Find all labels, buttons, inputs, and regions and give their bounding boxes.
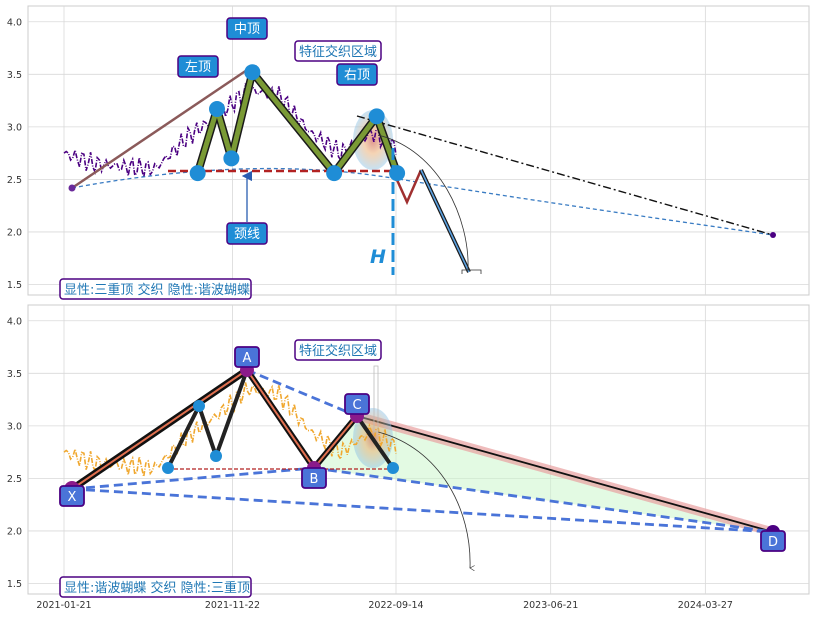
label-box-left-top: 左顶	[177, 55, 219, 78]
top-pivot-point	[189, 165, 206, 182]
top-pivot-point	[326, 165, 343, 182]
bottom-pointer	[373, 365, 379, 433]
bottom-panel: 1.52.02.53.03.54.0 2021-01-21 2021-11-22 2…	[7, 304, 810, 611]
bottom-price-series	[63, 382, 397, 477]
top-start-line	[71, 68, 248, 190]
bottom-xd-dashed	[71, 487, 774, 534]
y-tick-label: 2.5	[7, 175, 22, 186]
top-height-label: H	[370, 246, 386, 268]
y-tick-label: 3.5	[7, 369, 22, 380]
bottom-bc-line	[313, 415, 358, 469]
bottom-xa-line	[71, 369, 248, 490]
bottom-ab-line	[246, 369, 315, 469]
x-tick-label: 2021-11-22	[205, 600, 260, 611]
bottom-pivot-1	[162, 462, 174, 474]
label-point-x: X	[59, 485, 85, 507]
y-tick-label: 4.0	[7, 17, 22, 28]
svg-text:颈线: 颈线	[234, 227, 260, 242]
label-point-b: B	[301, 467, 327, 489]
top-thin-arrow	[377, 134, 469, 271]
bottom-pivot-2	[193, 400, 205, 412]
x-tick-label: 2023-06-21	[523, 600, 578, 611]
y-tick-label: 3.5	[7, 70, 22, 81]
y-tick-label: 3.0	[7, 122, 22, 133]
bottom-hidden-right-leg	[355, 414, 395, 470]
top-y-ticks: 1.5 2.0 2.5 3.0 3.5 4.0	[7, 17, 22, 291]
y-tick-label: 1.5	[7, 579, 22, 590]
top-pivot-point	[389, 165, 406, 182]
top-panel: 1.52.02.53.03.54.0 H 中	[7, 5, 810, 300]
label-box-neckline: 颈线	[226, 222, 268, 245]
y-tick-label: 3.0	[7, 421, 22, 432]
svg-text:特征交织区域: 特征交织区域	[299, 44, 377, 60]
bottom-xb-dashed	[71, 466, 315, 491]
bottom-bd-dashed	[313, 466, 774, 534]
top-pivot-points	[189, 64, 406, 182]
bottom-cd-line	[356, 415, 774, 533]
x-tick-label: 2024-03-27	[678, 600, 733, 611]
label-point-d: D	[760, 530, 786, 552]
top-end-point	[770, 232, 776, 238]
top-start-point	[68, 184, 76, 192]
y-tick-label: 2.0	[7, 227, 22, 238]
svg-text:特征交织区域: 特征交织区域	[299, 343, 377, 359]
label-box-middle-top: 中顶	[226, 17, 268, 40]
y-tick-label: 2.5	[7, 474, 22, 485]
x-tick-label: 2021-01-21	[36, 600, 91, 611]
svg-text:中顶: 中顶	[234, 22, 260, 37]
top-pivot-point	[209, 100, 226, 117]
y-tick-label: 1.5	[7, 280, 22, 291]
svg-text:左顶: 左顶	[185, 60, 211, 75]
svg-text:X: X	[68, 490, 77, 505]
y-tick-label: 4.0	[7, 316, 22, 327]
bottom-ac-dashed	[246, 368, 358, 418]
label-feature-zone-bottom: 特征交织区域	[294, 339, 382, 361]
label-feature-zone-top: 特征交织区域	[294, 40, 382, 62]
bottom-pivot-4	[387, 462, 399, 474]
bottom-y-ticks: 1.5 2.0 2.5 3.0 3.5 4.0	[7, 316, 22, 590]
top-pivot-point	[244, 64, 261, 81]
label-box-right-top: 右顶	[336, 63, 378, 86]
svg-text:D: D	[768, 535, 778, 550]
svg-text:C: C	[352, 398, 361, 413]
top-caption-box: 显性:三重顶 交织 隐性:谐波蝴蝶	[59, 278, 252, 300]
bottom-thin-arrow	[377, 431, 470, 568]
svg-text:A: A	[243, 351, 252, 366]
top-projection-blue-inner	[420, 169, 470, 273]
top-pivot-point	[368, 108, 385, 125]
svg-text:右顶: 右顶	[344, 68, 370, 83]
bottom-x-ticks: 2021-01-21 2021-11-22 2022-09-14 2023-06-21…	[36, 600, 733, 611]
x-tick-label: 2022-09-14	[368, 600, 423, 611]
y-tick-label: 2.0	[7, 526, 22, 537]
top-projection-red	[391, 169, 423, 206]
svg-text:显性:三重顶 交织 隐性:谐波蝴蝶: 显性:三重顶 交织 隐性:谐波蝴蝶	[64, 282, 250, 298]
label-point-c: C	[344, 393, 370, 415]
top-bracket	[461, 269, 482, 274]
bottom-hidden-triple-top	[166, 369, 249, 469]
label-point-a: A	[234, 346, 260, 368]
top-panel-frame	[27, 5, 810, 296]
svg-text:B: B	[310, 472, 319, 487]
top-price-series	[63, 83, 397, 178]
top-pivot-point	[223, 150, 240, 167]
bottom-caption-box: 显性:谐波蝴蝶 交织 隐性:三重顶	[59, 576, 252, 598]
top-grid	[28, 6, 809, 295]
bottom-pivot-3	[210, 450, 222, 462]
svg-text:显性:谐波蝴蝶 交织 隐性:三重顶: 显性:谐波蝴蝶 交织 隐性:三重顶	[64, 580, 250, 596]
